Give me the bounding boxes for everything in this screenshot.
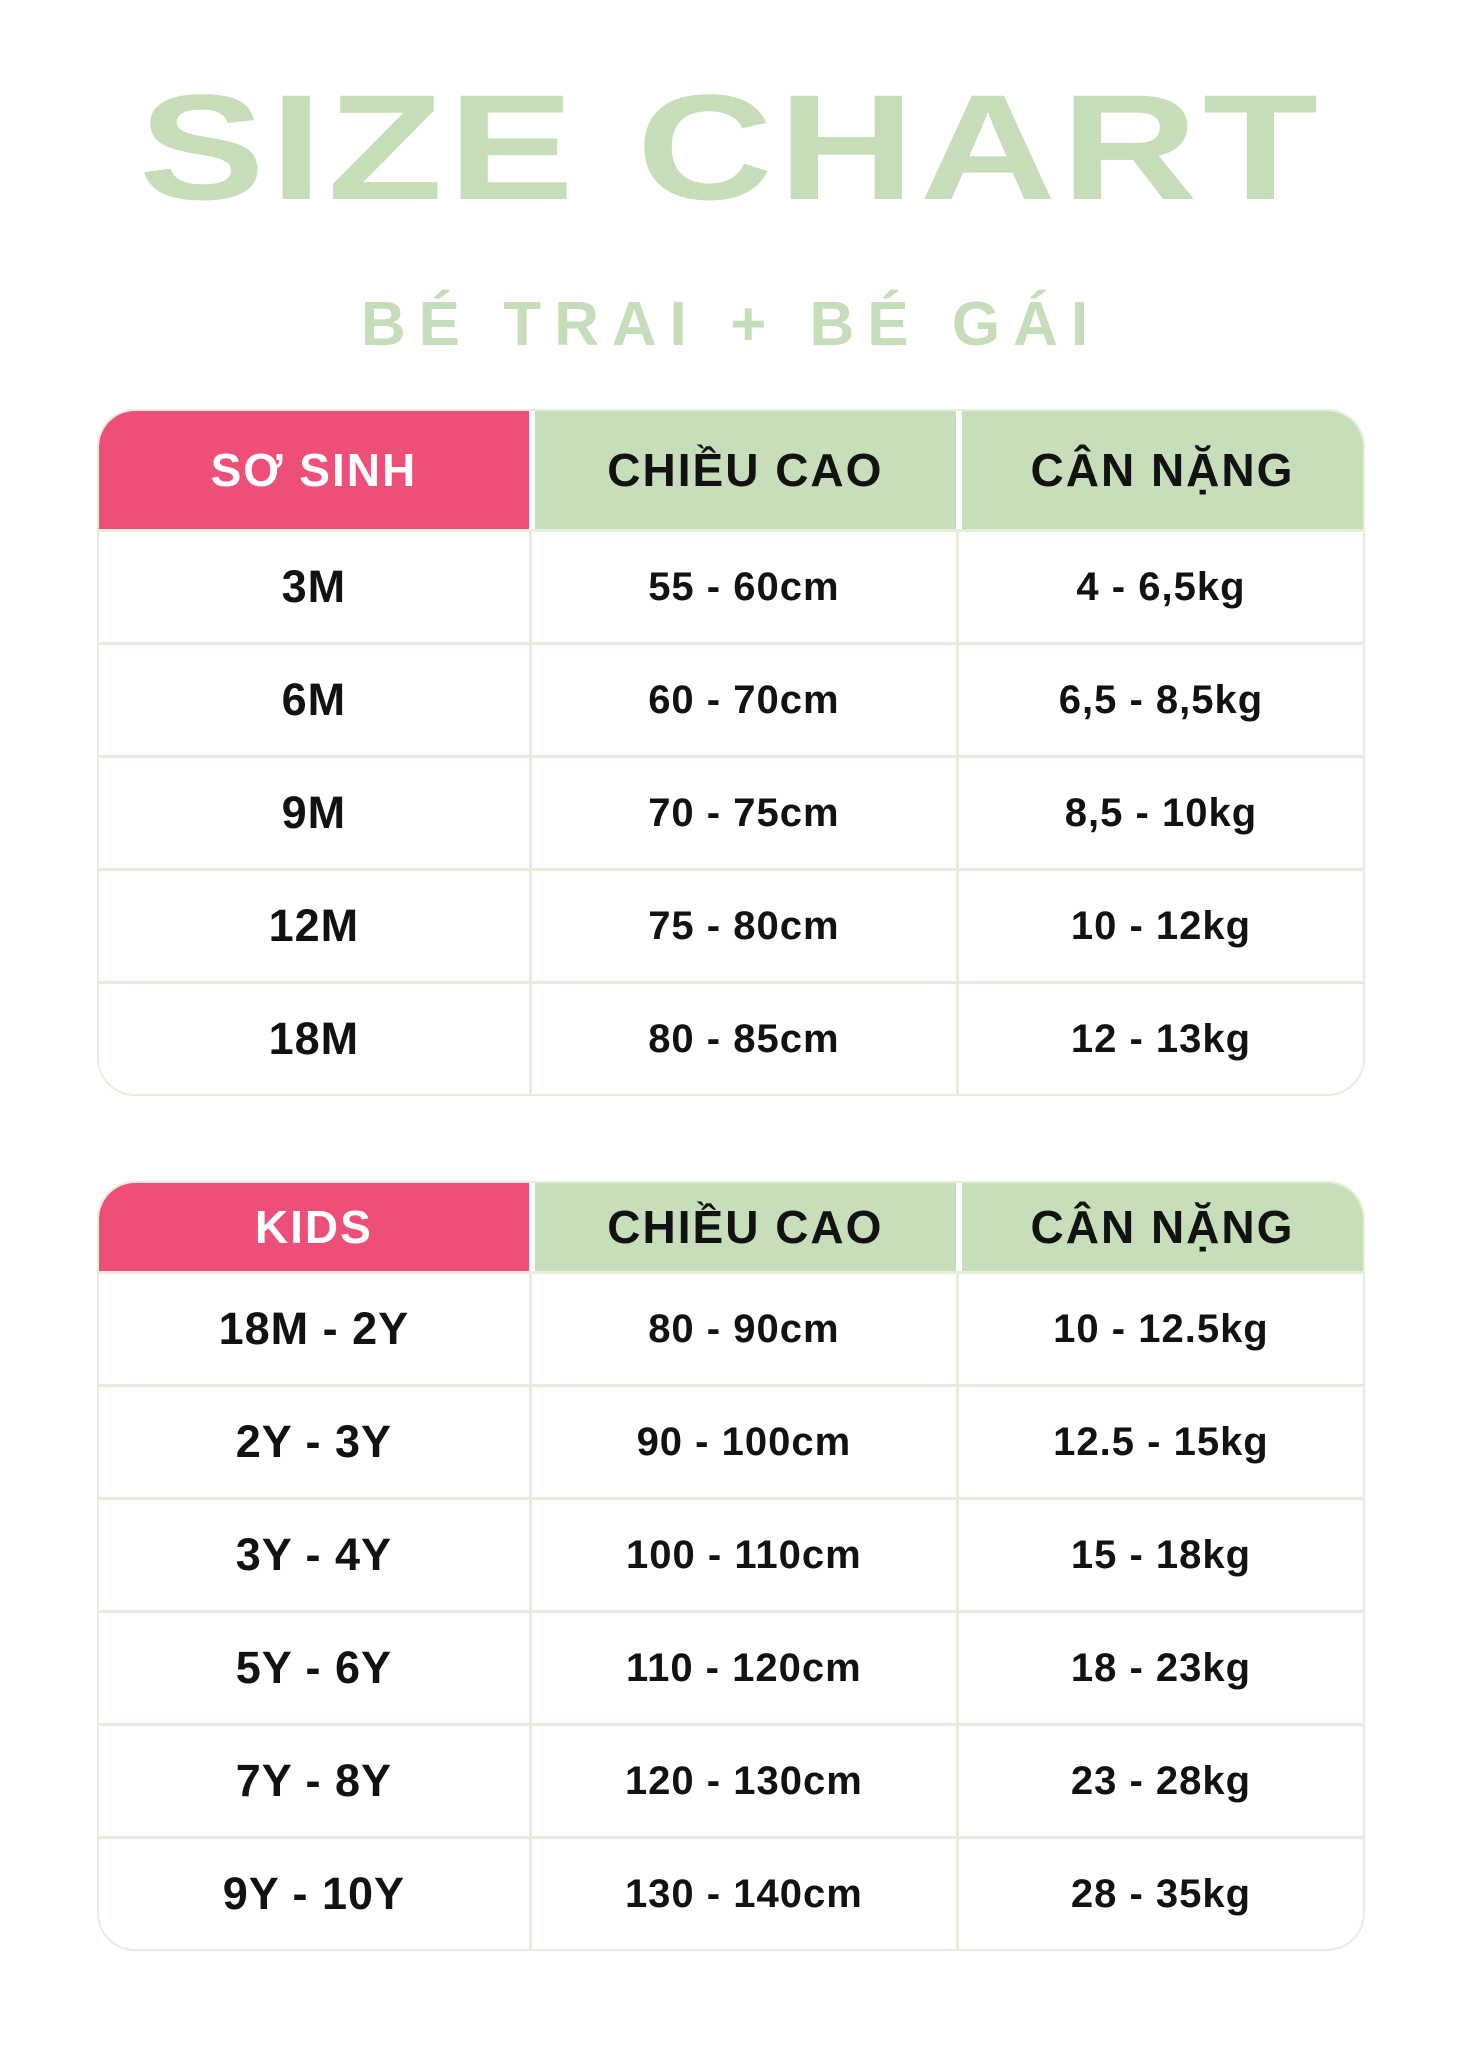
size-chart-page: SIZE CHART BÉ TRAI + BÉ GÁI SƠ SINH CHIỀ… <box>97 63 1365 1951</box>
table-row: 7Y - 8Y 120 - 130cm 23 - 28kg <box>99 1723 1363 1836</box>
height-cell: 100 - 110cm <box>528 1497 956 1610</box>
size-cell: 3Y - 4Y <box>99 1497 529 1610</box>
height-cell: 90 - 100cm <box>528 1384 956 1497</box>
table-row: 2Y - 3Y 90 - 100cm 12.5 - 15kg <box>99 1384 1363 1497</box>
header-cell-category: KIDS <box>99 1183 529 1271</box>
size-table-kids: KIDS CHIỀU CAO CÂN NẶNG 18M - 2Y 80 - 90… <box>97 1181 1365 1951</box>
size-cell: 7Y - 8Y <box>99 1723 529 1836</box>
weight-cell: 15 - 18kg <box>955 1497 1363 1610</box>
table-row: 18M 80 - 85cm 12 - 13kg <box>99 981 1363 1094</box>
size-cell: 9Y - 10Y <box>99 1836 529 1949</box>
header-cell-weight: CÂN NẶNG <box>955 1183 1363 1271</box>
size-cell: 18M <box>99 981 529 1094</box>
size-cell: 18M - 2Y <box>99 1271 529 1384</box>
header-cell-weight: CÂN NẶNG <box>955 411 1363 529</box>
size-cell: 3M <box>99 529 529 642</box>
header-cell-category: SƠ SINH <box>99 411 529 529</box>
weight-cell: 23 - 28kg <box>955 1723 1363 1836</box>
size-cell: 2Y - 3Y <box>99 1384 529 1497</box>
table-row: 5Y - 6Y 110 - 120cm 18 - 23kg <box>99 1610 1363 1723</box>
size-cell: 9M <box>99 755 529 868</box>
header-cell-height: CHIỀU CAO <box>528 411 956 529</box>
table-row: 18M - 2Y 80 - 90cm 10 - 12.5kg <box>99 1271 1363 1384</box>
table-row: 3M 55 - 60cm 4 - 6,5kg <box>99 529 1363 642</box>
table-row: 9Y - 10Y 130 - 140cm 28 - 35kg <box>99 1836 1363 1949</box>
weight-cell: 28 - 35kg <box>955 1836 1363 1949</box>
weight-cell: 4 - 6,5kg <box>955 529 1363 642</box>
table-row: 6M 60 - 70cm 6,5 - 8,5kg <box>99 642 1363 755</box>
weight-cell: 18 - 23kg <box>955 1610 1363 1723</box>
height-cell: 80 - 90cm <box>528 1271 956 1384</box>
header-cell-height: CHIỀU CAO <box>528 1183 956 1271</box>
page-title: SIZE CHART <box>138 63 1324 231</box>
weight-cell: 6,5 - 8,5kg <box>955 642 1363 755</box>
size-cell: 12M <box>99 868 529 981</box>
page-subtitle: BÉ TRAI + BÉ GÁI <box>360 290 1102 359</box>
height-cell: 130 - 140cm <box>528 1836 956 1949</box>
height-cell: 110 - 120cm <box>528 1610 956 1723</box>
weight-cell: 10 - 12kg <box>955 868 1363 981</box>
height-cell: 60 - 70cm <box>528 642 956 755</box>
height-cell: 120 - 130cm <box>528 1723 956 1836</box>
height-cell: 70 - 75cm <box>528 755 956 868</box>
weight-cell: 12.5 - 15kg <box>955 1384 1363 1497</box>
weight-cell: 8,5 - 10kg <box>955 755 1363 868</box>
table-row: 3Y - 4Y 100 - 110cm 15 - 18kg <box>99 1497 1363 1610</box>
height-cell: 55 - 60cm <box>528 529 956 642</box>
size-cell: 5Y - 6Y <box>99 1610 529 1723</box>
table-header-row: KIDS CHIỀU CAO CÂN NẶNG <box>99 1183 1363 1271</box>
size-table-newborn: SƠ SINH CHIỀU CAO CÂN NẶNG 3M 55 - 60cm … <box>97 409 1365 1096</box>
table-row: 9M 70 - 75cm 8,5 - 10kg <box>99 755 1363 868</box>
weight-cell: 12 - 13kg <box>955 981 1363 1094</box>
height-cell: 80 - 85cm <box>528 981 956 1094</box>
weight-cell: 10 - 12.5kg <box>955 1271 1363 1384</box>
size-cell: 6M <box>99 642 529 755</box>
table-header-row: SƠ SINH CHIỀU CAO CÂN NẶNG <box>99 411 1363 529</box>
height-cell: 75 - 80cm <box>528 868 956 981</box>
table-row: 12M 75 - 80cm 10 - 12kg <box>99 868 1363 981</box>
